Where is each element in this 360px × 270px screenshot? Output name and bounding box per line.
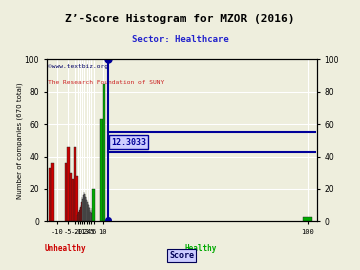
Bar bbox=[303, 217, 312, 221]
Y-axis label: Number of companies (670 total): Number of companies (670 total) bbox=[17, 82, 23, 199]
Bar bbox=[93, 189, 95, 221]
Text: ©www.textbiz.org: ©www.textbiz.org bbox=[48, 64, 108, 69]
Bar bbox=[77, 215, 78, 221]
Text: Z’-Score Histogram for MZOR (2016): Z’-Score Histogram for MZOR (2016) bbox=[65, 14, 295, 23]
Bar bbox=[79, 210, 80, 221]
Bar bbox=[80, 207, 81, 221]
Bar bbox=[91, 208, 92, 221]
Bar bbox=[65, 163, 67, 221]
Bar bbox=[81, 202, 82, 221]
Bar bbox=[103, 84, 105, 221]
Bar bbox=[82, 199, 83, 221]
Text: Unhealthy: Unhealthy bbox=[44, 244, 86, 253]
Bar bbox=[84, 194, 85, 221]
Bar bbox=[49, 168, 51, 221]
Bar bbox=[87, 204, 88, 221]
Bar bbox=[51, 163, 54, 221]
Bar bbox=[100, 119, 103, 221]
Bar bbox=[69, 173, 72, 221]
Bar bbox=[85, 197, 86, 221]
Text: The Research Foundation of SUNY: The Research Foundation of SUNY bbox=[48, 80, 164, 86]
Bar bbox=[83, 195, 84, 221]
Bar bbox=[88, 205, 89, 221]
Text: 12.3033: 12.3033 bbox=[111, 137, 146, 147]
Bar bbox=[78, 212, 79, 221]
Bar bbox=[74, 147, 76, 221]
Bar bbox=[67, 147, 69, 221]
Bar bbox=[75, 176, 77, 221]
Text: Sector: Healthcare: Sector: Healthcare bbox=[132, 35, 228, 44]
Bar bbox=[86, 200, 87, 221]
Bar bbox=[90, 212, 91, 221]
Bar bbox=[72, 179, 74, 221]
Text: Healthy: Healthy bbox=[184, 244, 217, 253]
Bar bbox=[92, 210, 93, 221]
Text: Score: Score bbox=[169, 251, 194, 260]
Bar bbox=[89, 208, 90, 221]
